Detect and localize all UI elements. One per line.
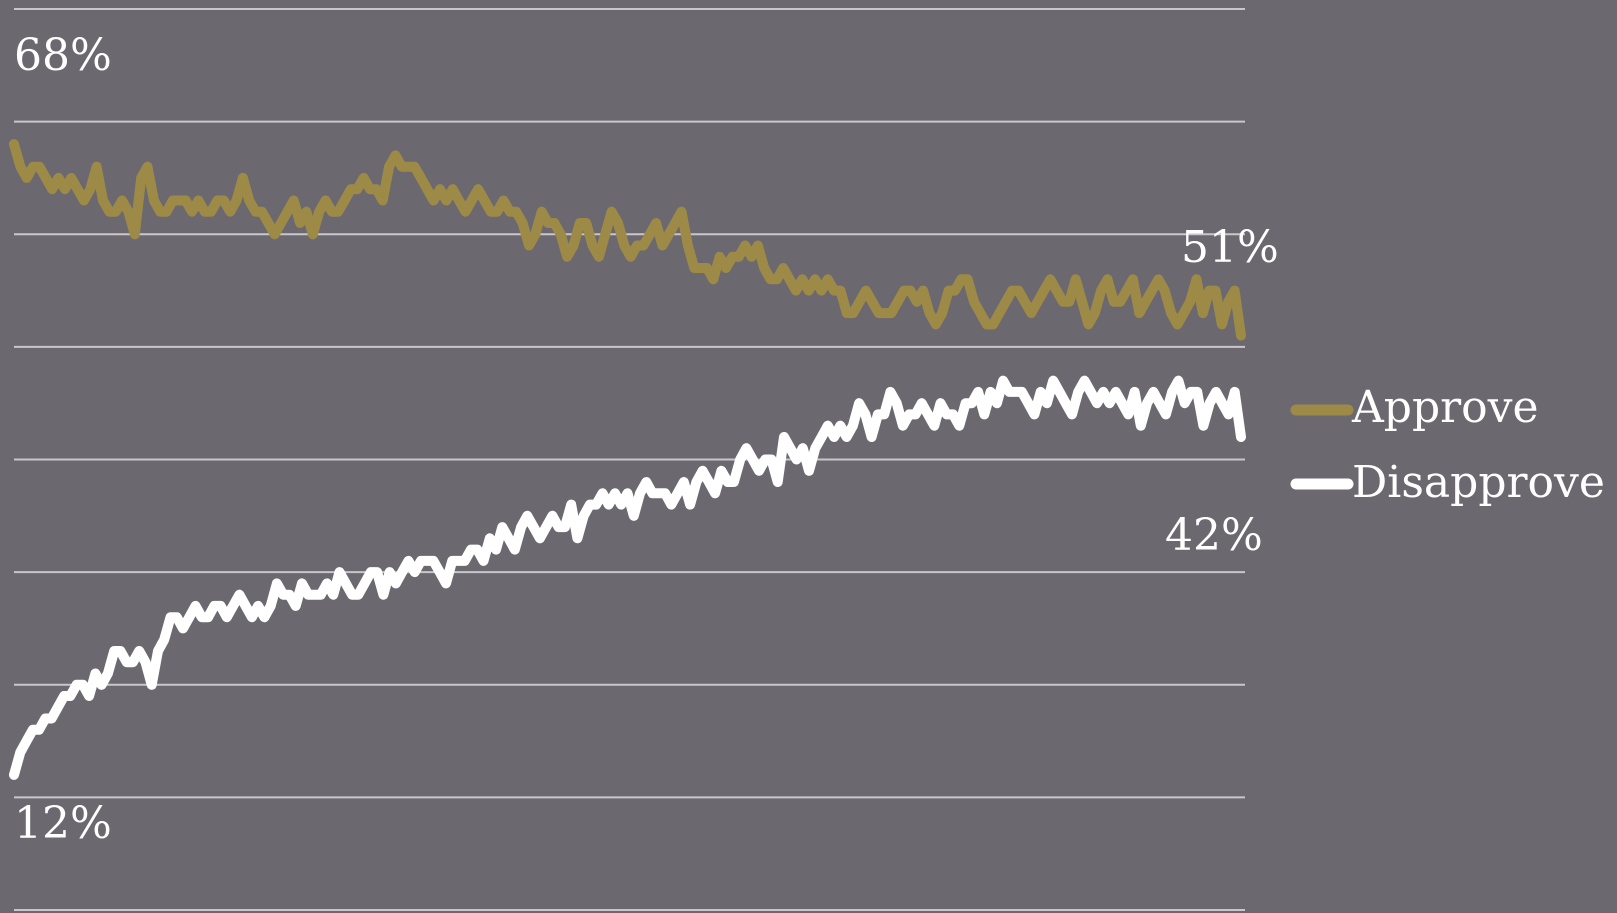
approve-start-label: 68%: [14, 30, 112, 81]
legend-label-approve: Approve: [1351, 382, 1539, 433]
series-lines: [9, 139, 1246, 780]
series-line-disapprove: [9, 375, 1246, 780]
series-line-approve: [9, 139, 1246, 341]
grid-lines: [14, 8, 1245, 911]
legend-label-disapprove: Disapprove: [1352, 457, 1605, 508]
approve-end-label: 51%: [1181, 222, 1279, 273]
legend: Approve Disapprove: [1290, 382, 1605, 508]
disapprove-start-label: 12%: [14, 798, 112, 849]
disapprove-end-label: 42%: [1165, 510, 1263, 561]
